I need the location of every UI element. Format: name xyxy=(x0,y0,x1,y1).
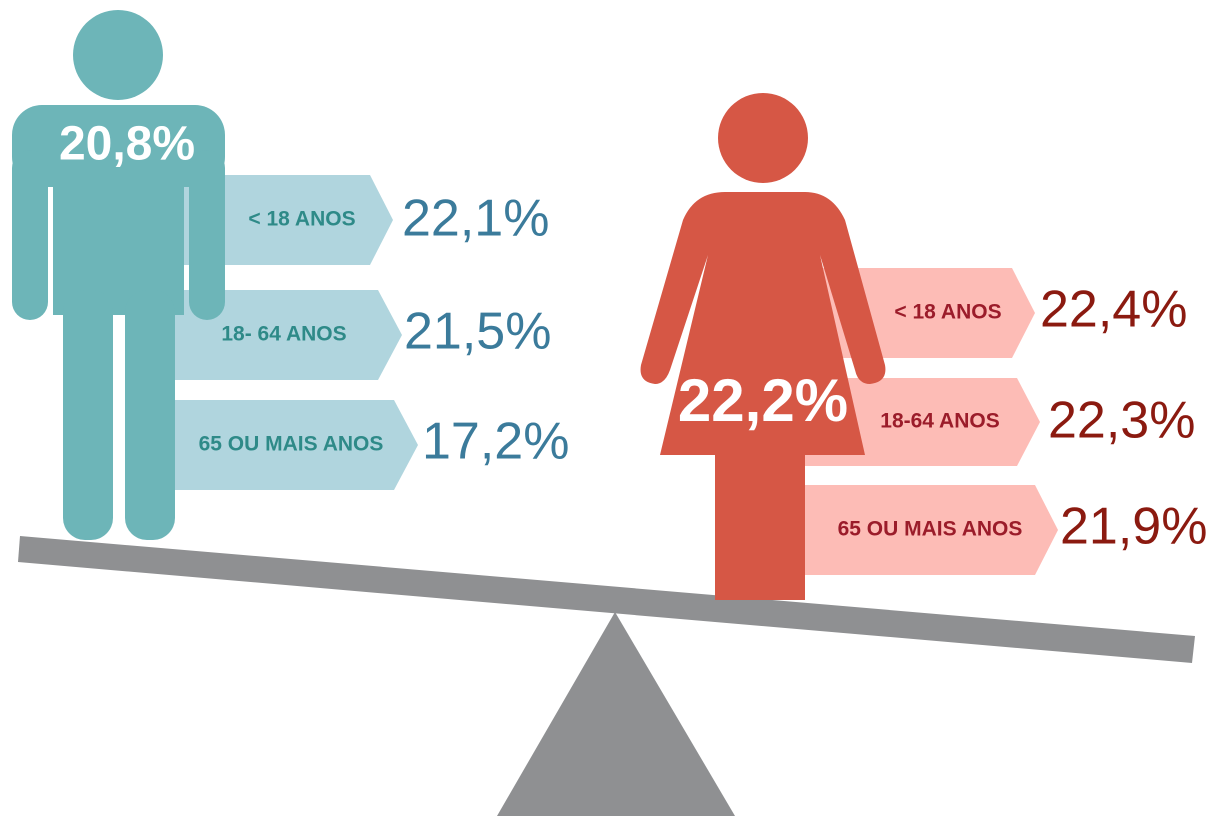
group-value: 22,3% xyxy=(1048,392,1195,450)
infographic: 20,8% < 18 ANOS 22,1% 18- 64 ANOS 21,5% … xyxy=(0,0,1211,816)
group-value: 22,4% xyxy=(1040,281,1187,339)
group-label: 65 OU MAIS ANOS xyxy=(199,433,384,456)
group-label: < 18 ANOS xyxy=(894,301,1001,324)
page: 20,8% < 18 ANOS 22,1% 18- 64 ANOS 21,5% … xyxy=(0,0,1211,816)
male-total: 20,8% xyxy=(59,118,195,171)
group-value: 17,2% xyxy=(422,413,569,471)
group-label: 18- 64 ANOS xyxy=(221,323,346,346)
group-value: 22,1% xyxy=(402,190,549,248)
female-total: 22,2% xyxy=(678,367,848,434)
group-label: < 18 ANOS xyxy=(248,208,355,231)
group-value: 21,5% xyxy=(404,303,551,361)
fulcrum xyxy=(497,612,735,816)
group-value: 21,9% xyxy=(1060,498,1207,556)
group-label: 18-64 ANOS xyxy=(880,410,999,433)
group-label: 65 OU MAIS ANOS xyxy=(838,518,1023,541)
